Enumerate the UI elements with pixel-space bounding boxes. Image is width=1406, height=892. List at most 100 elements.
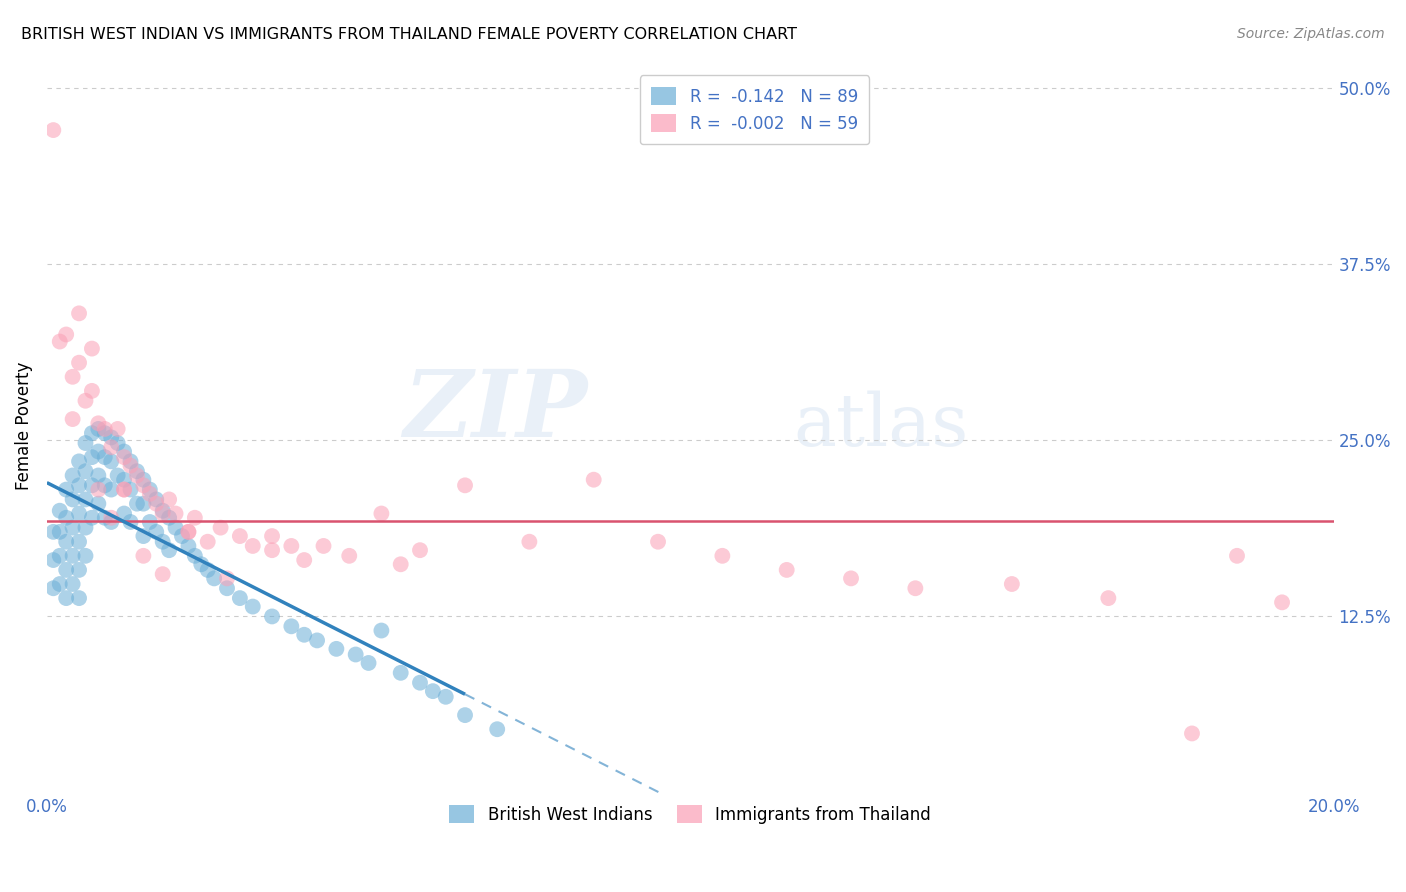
Point [202, 571, 225, 585]
Point [107, 468, 129, 483]
Point [184, 549, 207, 563]
Point [157, 510, 180, 524]
Point [1181, 726, 1204, 740]
Point [409, 675, 432, 690]
Text: Source: ZipAtlas.com: Source: ZipAtlas.com [1237, 27, 1385, 41]
Point [215, 581, 238, 595]
Point [132, 549, 155, 563]
Point [80, 426, 103, 441]
Point [454, 708, 477, 723]
Point [120, 515, 142, 529]
Point [409, 543, 432, 558]
Point [165, 507, 187, 521]
Point [170, 529, 193, 543]
Point [87, 497, 110, 511]
Point [145, 497, 167, 511]
Point [62, 577, 84, 591]
Point [100, 515, 122, 529]
Point [120, 483, 142, 497]
Point [389, 665, 412, 680]
Text: atlas: atlas [793, 391, 969, 461]
Point [165, 521, 187, 535]
Point [344, 648, 367, 662]
Point [152, 567, 174, 582]
Point [152, 507, 174, 521]
Point [49, 549, 72, 563]
Point [519, 534, 541, 549]
Point [260, 543, 283, 558]
Point [1097, 591, 1119, 606]
Point [62, 492, 84, 507]
Text: BRITISH WEST INDIAN VS IMMIGRANTS FROM THAILAND FEMALE POVERTY CORRELATION CHART: BRITISH WEST INDIAN VS IMMIGRANTS FROM T… [21, 27, 797, 42]
Point [125, 464, 148, 478]
Point [1001, 577, 1024, 591]
Point [776, 563, 799, 577]
Point [242, 539, 264, 553]
Point [87, 422, 110, 436]
Point [42, 123, 65, 137]
Point [112, 473, 135, 487]
Point [582, 473, 605, 487]
Point [132, 497, 155, 511]
Point [389, 558, 412, 572]
Point [132, 478, 155, 492]
Point [132, 473, 155, 487]
Point [67, 563, 90, 577]
Point [62, 549, 84, 563]
Point [94, 426, 117, 441]
Point [280, 539, 302, 553]
Point [260, 609, 283, 624]
Point [100, 430, 122, 444]
Point [94, 478, 117, 492]
Point [904, 581, 927, 595]
Point [75, 436, 97, 450]
Point [325, 641, 347, 656]
Point [62, 412, 84, 426]
Point [55, 534, 77, 549]
Point [112, 483, 135, 497]
Point [62, 521, 84, 535]
Point [100, 483, 122, 497]
Point [42, 524, 65, 539]
Point [100, 440, 122, 454]
Point [112, 507, 135, 521]
Point [152, 504, 174, 518]
Point [42, 581, 65, 595]
Point [80, 450, 103, 464]
Point [312, 539, 335, 553]
Point [152, 534, 174, 549]
Point [209, 521, 232, 535]
Point [112, 450, 135, 464]
Point [454, 478, 477, 492]
Point [75, 393, 97, 408]
Point [94, 422, 117, 436]
Point [67, 478, 90, 492]
Point [132, 529, 155, 543]
Point [190, 558, 212, 572]
Point [145, 492, 167, 507]
Point [80, 510, 103, 524]
Point [229, 529, 252, 543]
Point [292, 553, 315, 567]
Point [55, 510, 77, 524]
Point [1226, 549, 1249, 563]
Point [139, 483, 162, 497]
Point [711, 549, 734, 563]
Point [80, 342, 103, 356]
Point [100, 454, 122, 468]
Point [94, 450, 117, 464]
Point [307, 633, 329, 648]
Text: ZIP: ZIP [404, 367, 588, 457]
Point [184, 510, 207, 524]
Point [242, 599, 264, 614]
Point [647, 534, 669, 549]
Point [49, 334, 72, 349]
Point [125, 468, 148, 483]
Point [177, 524, 200, 539]
Point [145, 524, 167, 539]
Point [112, 483, 135, 497]
Point [87, 444, 110, 458]
Point [80, 384, 103, 398]
Point [486, 723, 509, 737]
Point [215, 571, 238, 585]
